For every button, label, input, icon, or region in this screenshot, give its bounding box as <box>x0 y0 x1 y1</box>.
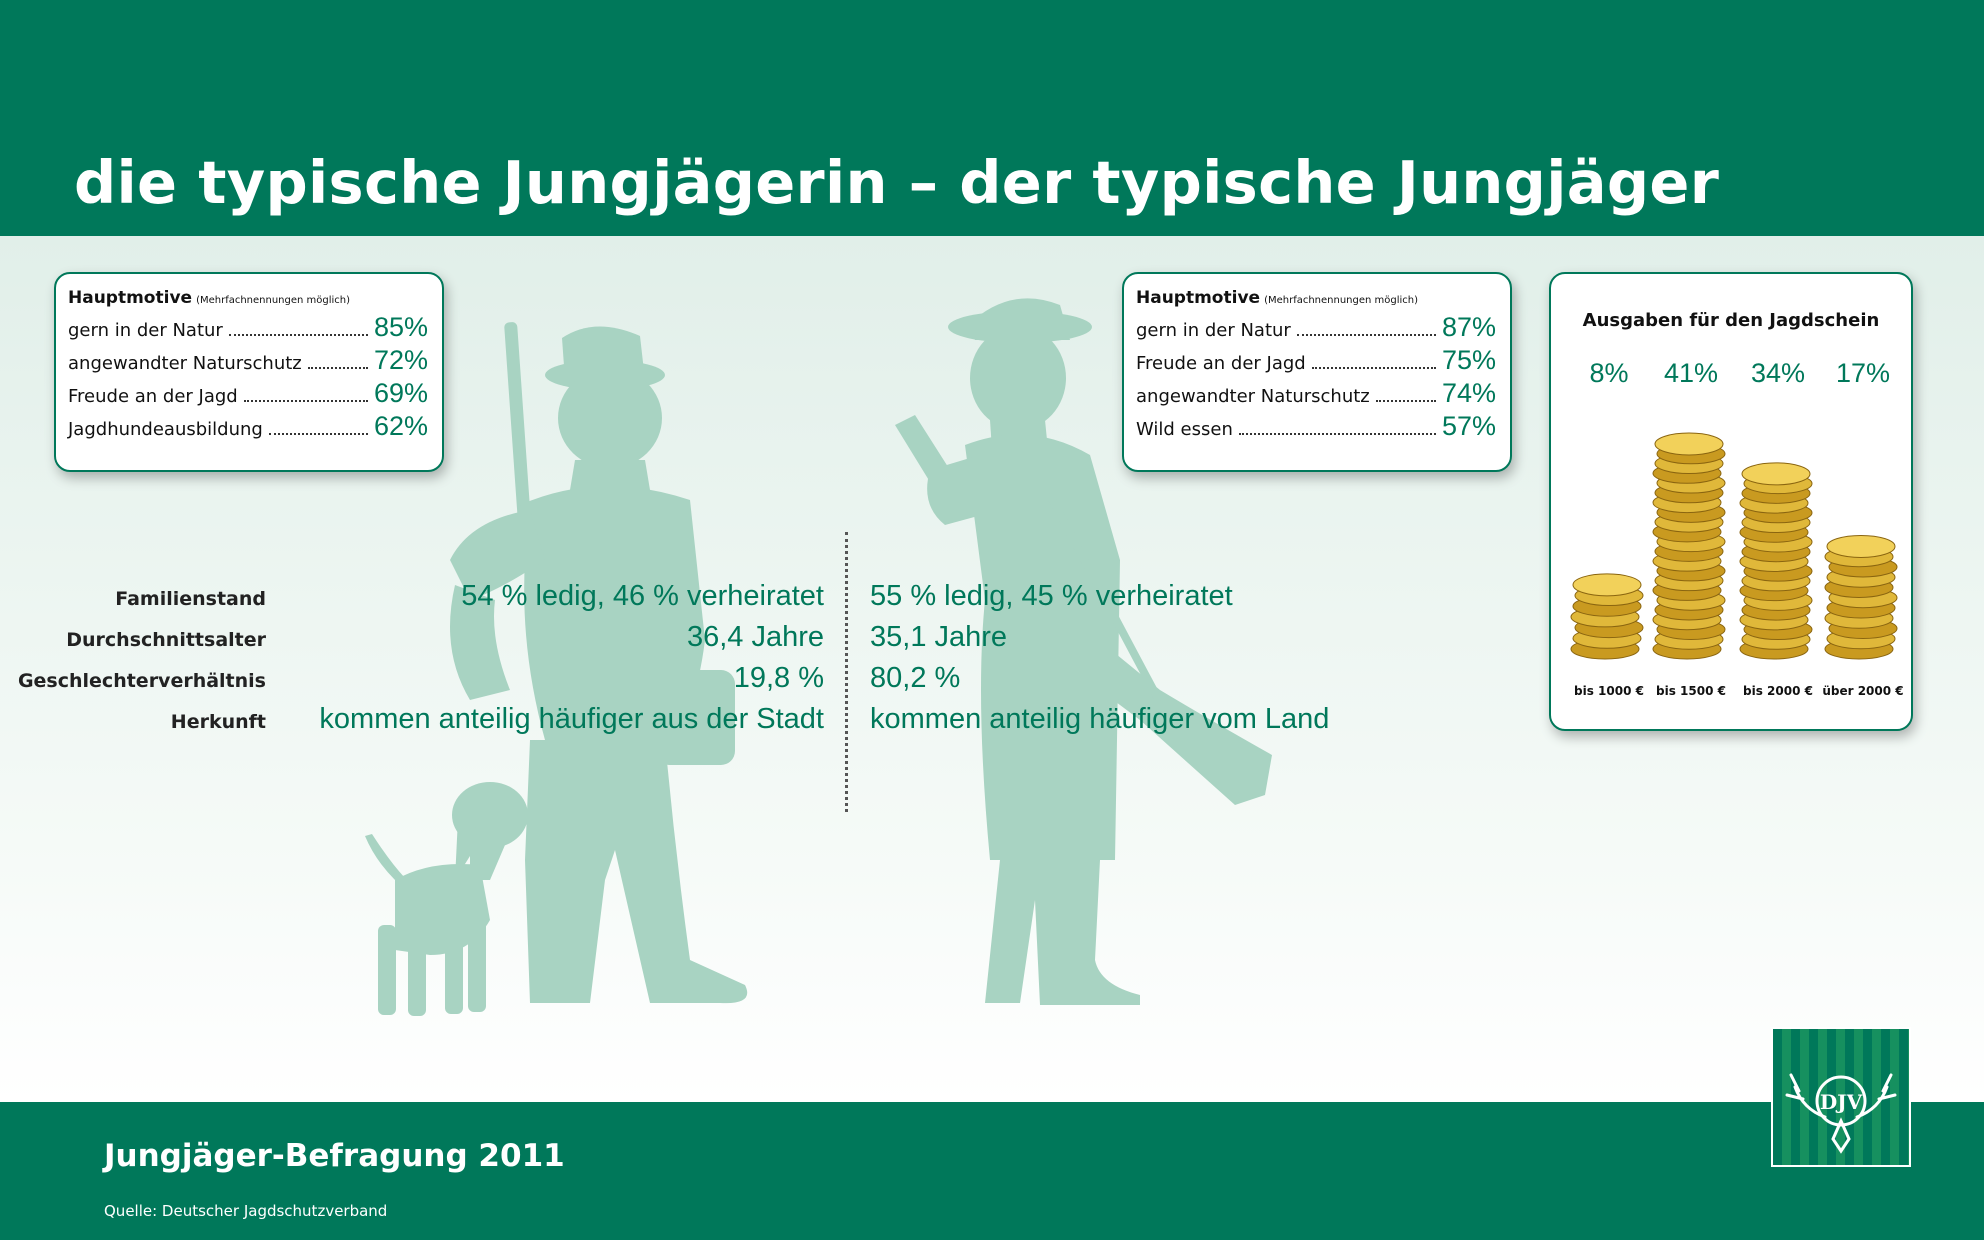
cost-range-label: über 2000 € <box>1822 684 1904 698</box>
cost-range-label: bis 2000 € <box>1743 684 1813 698</box>
stat-label-durchschnittsalter: Durchschnittsalter <box>66 629 266 651</box>
male-motives-box: Hauptmotive (Mehrfachnennungen möglich) g… <box>1122 272 1512 472</box>
male-motives-note: (Mehrfachnennungen möglich) <box>1264 295 1419 306</box>
leader-dots <box>228 334 368 336</box>
female-motive-row: Jagdhundeausbildung 62% <box>68 411 428 444</box>
male-motive-row: gern in der Natur 87% <box>1136 312 1496 345</box>
motive-percent: 85% <box>373 312 428 342</box>
leader-dots <box>1296 334 1436 336</box>
motive-percent: 87% <box>1441 312 1496 342</box>
male-motives-heading-text: Hauptmotive <box>1136 288 1261 308</box>
female-motive-row: gern in der Natur 85% <box>68 312 428 345</box>
motive-percent: 74% <box>1441 378 1496 408</box>
motive-label: Jagdhundeausbildung <box>68 419 263 440</box>
stat-label-familienstand: Familienstand <box>115 588 266 610</box>
motive-label: gern in der Natur <box>68 320 223 341</box>
stat-female-value: kommen anteilig häufiger aus der Stadt <box>319 703 824 735</box>
djv-logo: DJV <box>1771 1027 1911 1167</box>
cost-range-label: bis 1500 € <box>1656 684 1726 698</box>
cost-percent: 17% <box>1835 358 1891 388</box>
leader-dots <box>1375 400 1436 402</box>
motive-label: Freude an der Jagd <box>68 386 238 407</box>
stat-male-value: 80,2 % <box>870 662 961 694</box>
coin-stack <box>1570 573 1644 660</box>
stat-male-value: 55 % ledig, 45 % verheiratet <box>870 580 1233 612</box>
antler-emblem-icon: DJV <box>1785 1073 1897 1154</box>
motive-percent: 75% <box>1441 345 1496 375</box>
stat-female-value: 54 % ledig, 46 % verheiratet <box>461 580 824 612</box>
male-motive-row: Freude an der Jagd 75% <box>1136 345 1496 378</box>
female-motives-heading: Hauptmotive (Mehrfachnennungen möglich) <box>68 288 428 308</box>
female-motives-note: (Mehrfachnennungen möglich) <box>196 295 351 306</box>
coin-stack <box>1739 462 1813 660</box>
stat-female-value: 19,8 % <box>733 662 824 694</box>
license-cost-box: Ausgaben für den Jagdschein 8% 41% 34% 1… <box>1549 272 1913 731</box>
leader-dots <box>307 367 368 369</box>
motive-label: Freude an der Jagd <box>1136 353 1306 374</box>
stat-female-value: 36,4 Jahre <box>686 621 824 653</box>
header-band <box>0 0 1984 236</box>
coin-stacks <box>1570 432 1898 660</box>
stat-male-value: 35,1 Jahre <box>870 621 1008 653</box>
leader-dots <box>243 400 368 402</box>
cost-range-label: bis 1000 € <box>1574 684 1644 698</box>
cost-percent: 34% <box>1750 358 1806 388</box>
cost-percent: 8% <box>1589 358 1629 388</box>
leader-dots <box>1311 367 1436 369</box>
leader-dots <box>268 433 368 435</box>
motive-label: Wild essen <box>1136 419 1233 440</box>
source-note: Quelle: Deutscher Jagdschutzverband <box>104 1202 388 1220</box>
footer-band <box>0 1102 1984 1240</box>
stat-label-herkunft: Herkunft <box>170 711 266 733</box>
coin-top <box>1654 432 1724 456</box>
motive-percent: 62% <box>373 411 428 441</box>
male-motive-row: angewandter Naturschutz 74% <box>1136 378 1496 411</box>
page-title: die typische Jungjägerin – der typische … <box>74 148 1720 217</box>
male-hunter-silhouette <box>895 298 1272 1005</box>
coin-stack <box>1824 534 1898 660</box>
stat-male-value: kommen anteilig häufiger vom Land <box>870 703 1330 735</box>
gender-divider <box>845 532 848 812</box>
male-motive-row: Wild essen 57% <box>1136 411 1496 444</box>
stat-label-geschlechterverhaeltnis: Geschlechterverhältnis <box>17 670 266 692</box>
motive-label: gern in der Natur <box>1136 320 1291 341</box>
dog-silhouette <box>365 782 528 1016</box>
coin-top <box>1741 462 1811 486</box>
survey-title: Jungjäger-Befragung 2011 <box>104 1138 565 1174</box>
leader-dots <box>1238 433 1436 435</box>
motive-percent: 72% <box>373 345 428 375</box>
coin-stack <box>1652 432 1726 660</box>
logo-letters: DJV <box>1820 1090 1863 1114</box>
coin-top <box>1826 534 1896 558</box>
female-motives-heading-text: Hauptmotive <box>68 288 193 308</box>
motive-label: angewandter Naturschutz <box>68 353 302 374</box>
cost-title: Ausgaben für den Jagdschein <box>1582 310 1880 331</box>
cost-percent: 41% <box>1663 358 1719 388</box>
female-motive-row: Freude an der Jagd 69% <box>68 378 428 411</box>
female-motive-row: angewandter Naturschutz 72% <box>68 345 428 378</box>
female-motives-box: Hauptmotive (Mehrfachnennungen möglich) g… <box>54 272 444 472</box>
motive-label: angewandter Naturschutz <box>1136 386 1370 407</box>
male-motives-heading: Hauptmotive (Mehrfachnennungen möglich) <box>1136 288 1496 308</box>
motive-percent: 69% <box>373 378 428 408</box>
female-hunter-silhouette <box>450 322 748 1004</box>
coin-top <box>1572 573 1642 597</box>
motive-percent: 57% <box>1441 411 1496 441</box>
